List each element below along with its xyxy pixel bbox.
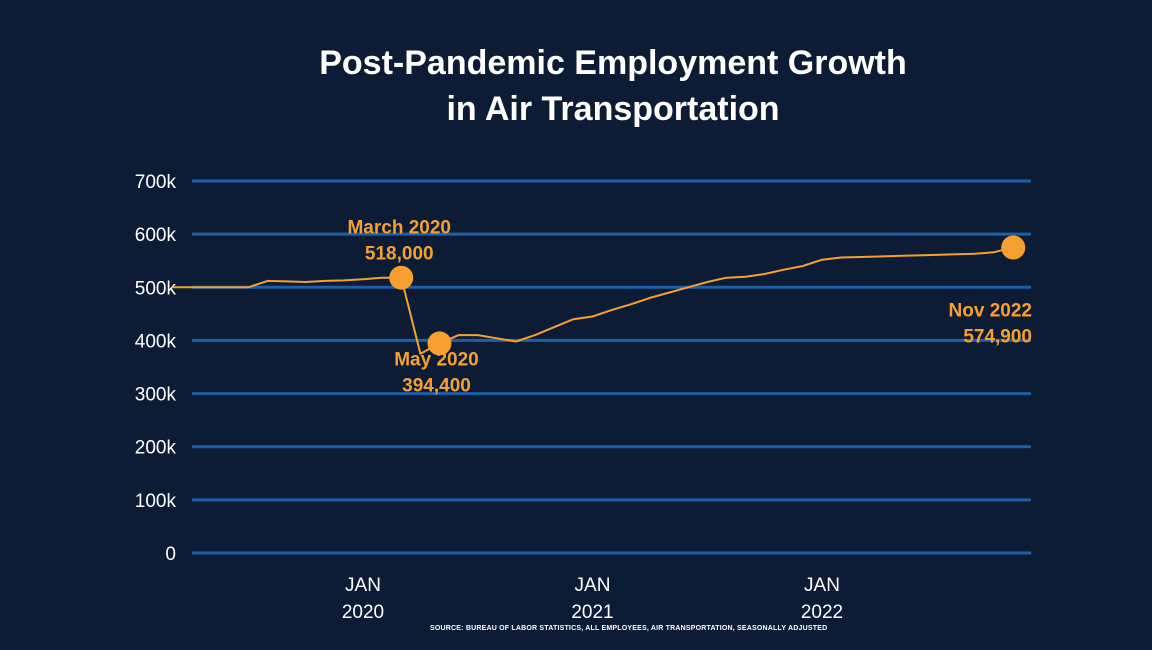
x-tick-label: JAN [575,575,611,596]
y-tick-label: 700k [135,172,177,193]
x-tick-label: 2021 [571,602,613,623]
x-tick-label: JAN [804,575,840,596]
y-tick-label: 400k [135,331,177,352]
annotation-marker [427,331,452,356]
x-tick-label: 2020 [342,602,384,623]
x-tick-label: 2022 [801,602,843,623]
source-note: SOURCE: BUREAU OF LABOR STATISTICS, ALL … [430,625,828,632]
y-tick-label: 0 [165,544,176,565]
annotation-label: Nov 2022 [949,300,1032,321]
y-tick-label: 100k [135,491,177,512]
y-tick-label: 600k [135,225,177,246]
annotation-marker [389,265,414,290]
annotation-label: 574,900 [963,326,1032,347]
annotation-marker [1001,235,1026,260]
y-tick-label: 300k [135,385,177,406]
annotation-label: 518,000 [365,244,434,265]
chart-title-line-2: in Air Transportation [446,90,780,128]
series-line [171,246,1014,355]
annotation-label: March 2020 [347,218,451,239]
annotation-label: 394,400 [402,375,471,396]
x-tick-label: JAN [345,575,381,596]
annotation-label: May 2020 [394,349,479,370]
chart-title-line-1: Post-Pandemic Employment Growth [319,44,907,82]
chart-title: Post-Pandemic Employment Growth in Air T… [0,40,1152,132]
y-tick-label: 500k [135,278,177,299]
y-tick-label: 200k [135,438,177,459]
